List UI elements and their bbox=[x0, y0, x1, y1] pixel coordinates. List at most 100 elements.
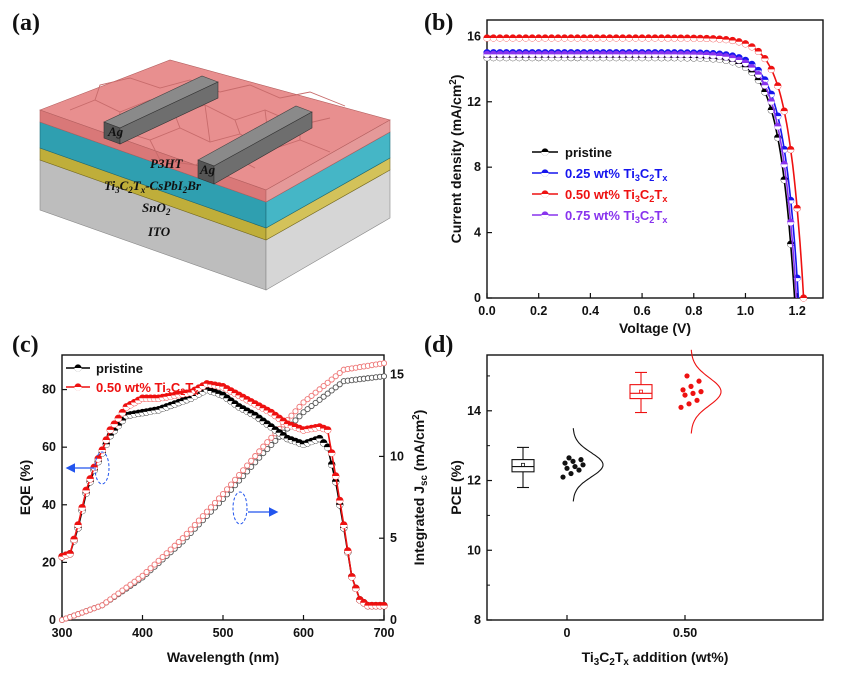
jv-point-half bbox=[567, 37, 575, 42]
jsc-point bbox=[304, 406, 311, 413]
jv-point-half bbox=[593, 54, 601, 58]
jsc-point bbox=[155, 557, 162, 564]
jv-point-half bbox=[651, 38, 659, 42]
perovskite-label: Ti3C2Tx-CsPbI2Br bbox=[104, 178, 202, 195]
x-tick-label: 1.2 bbox=[788, 304, 805, 318]
jv-point-half bbox=[516, 37, 523, 42]
eqe-point-half bbox=[114, 418, 122, 422]
jv-point-half bbox=[548, 57, 555, 61]
ag-label-2: Ag bbox=[199, 162, 216, 177]
eqe-point-half bbox=[199, 385, 207, 390]
y-tick-label: 40 bbox=[42, 498, 56, 512]
jv-point-half bbox=[658, 57, 665, 61]
jv-point-half bbox=[664, 54, 672, 58]
jsc-point bbox=[211, 499, 218, 506]
jv-point-half bbox=[742, 67, 749, 71]
pce-point bbox=[696, 378, 702, 384]
jv-point-half bbox=[561, 54, 568, 58]
jv-point-half bbox=[735, 41, 743, 46]
pce-point bbox=[572, 463, 578, 470]
legend-marker-half bbox=[541, 173, 549, 177]
legend-marker-half bbox=[541, 194, 549, 198]
jv-point-half bbox=[522, 37, 530, 42]
jsc-point bbox=[191, 521, 198, 529]
y-tick-label: 4 bbox=[474, 226, 481, 240]
jv-point-half bbox=[793, 208, 801, 212]
eqe-point-half bbox=[78, 507, 86, 512]
eqe-point-half bbox=[74, 524, 82, 529]
eqe-point-half bbox=[187, 398, 195, 402]
jsc-point bbox=[264, 439, 271, 446]
plot-frame bbox=[486, 19, 824, 299]
jv-point-half bbox=[768, 69, 775, 73]
y-axis-label: EQE (%) bbox=[17, 460, 33, 515]
pce-point bbox=[570, 458, 576, 464]
jv-point-half bbox=[503, 37, 510, 42]
jsc-point bbox=[324, 379, 331, 386]
jsc-point bbox=[260, 443, 267, 450]
eqe-point-half bbox=[336, 504, 344, 509]
jv-point-half bbox=[619, 54, 626, 58]
legend-label: 0.25 wt% Ti3C2Tx bbox=[565, 166, 667, 183]
x-tick-label: 0.50 bbox=[673, 626, 697, 640]
pce-point bbox=[684, 373, 690, 379]
jv-point-half bbox=[496, 57, 504, 61]
jsc-point bbox=[171, 542, 178, 549]
jv-point-half bbox=[645, 37, 652, 42]
jv-point-half bbox=[774, 85, 782, 90]
jsc-indicator-ellipse bbox=[232, 491, 248, 525]
pce-point bbox=[568, 470, 574, 477]
pce-point bbox=[690, 390, 696, 396]
jsc-point bbox=[151, 561, 158, 568]
y-tick-label: 12 bbox=[467, 474, 481, 488]
eqe-point-half bbox=[191, 396, 199, 400]
jv-point-half bbox=[787, 222, 794, 226]
jv-point-half bbox=[606, 37, 614, 42]
y2-tick-label: 5 bbox=[390, 531, 397, 545]
jv-point-half bbox=[684, 38, 691, 42]
jv-point-half bbox=[632, 37, 639, 42]
jsc-point bbox=[272, 437, 279, 444]
pce-point bbox=[562, 460, 568, 466]
jv-point-half bbox=[722, 56, 730, 61]
jv-point-half bbox=[503, 54, 510, 58]
eqe-point-half bbox=[131, 402, 138, 406]
jv-chart: 0.0 0.2 0.4 0.6 0.8 1.0 1.2 0 4 8 12 16 Voltage (V) C… bbox=[448, 19, 824, 336]
jv-point-half bbox=[574, 37, 581, 42]
jsc-point bbox=[380, 373, 388, 380]
jsc-point bbox=[300, 399, 307, 406]
jsc-point bbox=[111, 593, 118, 600]
x-tick-label: 600 bbox=[293, 626, 314, 640]
jv-point-half bbox=[638, 37, 646, 42]
x-axis-label: Voltage (V) bbox=[619, 320, 691, 336]
p3ht-label: P3HT bbox=[150, 156, 184, 171]
pce-point bbox=[698, 389, 704, 395]
jv-point-half bbox=[567, 57, 575, 61]
jsc-point bbox=[123, 584, 130, 591]
jv-point-half bbox=[541, 54, 549, 58]
jsc-point bbox=[143, 569, 150, 576]
jv-point-half bbox=[768, 101, 775, 105]
jsc-point bbox=[167, 546, 174, 553]
jsc-point bbox=[159, 553, 166, 561]
jsc-point bbox=[316, 386, 323, 393]
jsc-point bbox=[131, 578, 138, 585]
jv-point-half bbox=[716, 59, 723, 63]
jv-point-half bbox=[548, 54, 555, 58]
jsc-point bbox=[135, 575, 142, 582]
jsc-point bbox=[304, 396, 311, 403]
jsc-point bbox=[115, 590, 122, 597]
jv-point-half bbox=[619, 57, 626, 61]
jv-point-half bbox=[742, 63, 749, 67]
x-tick-label: 1.0 bbox=[737, 304, 754, 318]
jv-point-half bbox=[509, 54, 517, 58]
jsc-point bbox=[139, 572, 146, 579]
eqe-point-half bbox=[66, 553, 74, 558]
y-tick-label: 8 bbox=[474, 613, 481, 627]
y-axis-label: PCE (%) bbox=[448, 460, 464, 514]
jv-point-half bbox=[490, 57, 497, 61]
pce-point bbox=[680, 387, 686, 393]
y-tick-label: 60 bbox=[42, 440, 56, 454]
jv-point-half bbox=[528, 57, 536, 61]
